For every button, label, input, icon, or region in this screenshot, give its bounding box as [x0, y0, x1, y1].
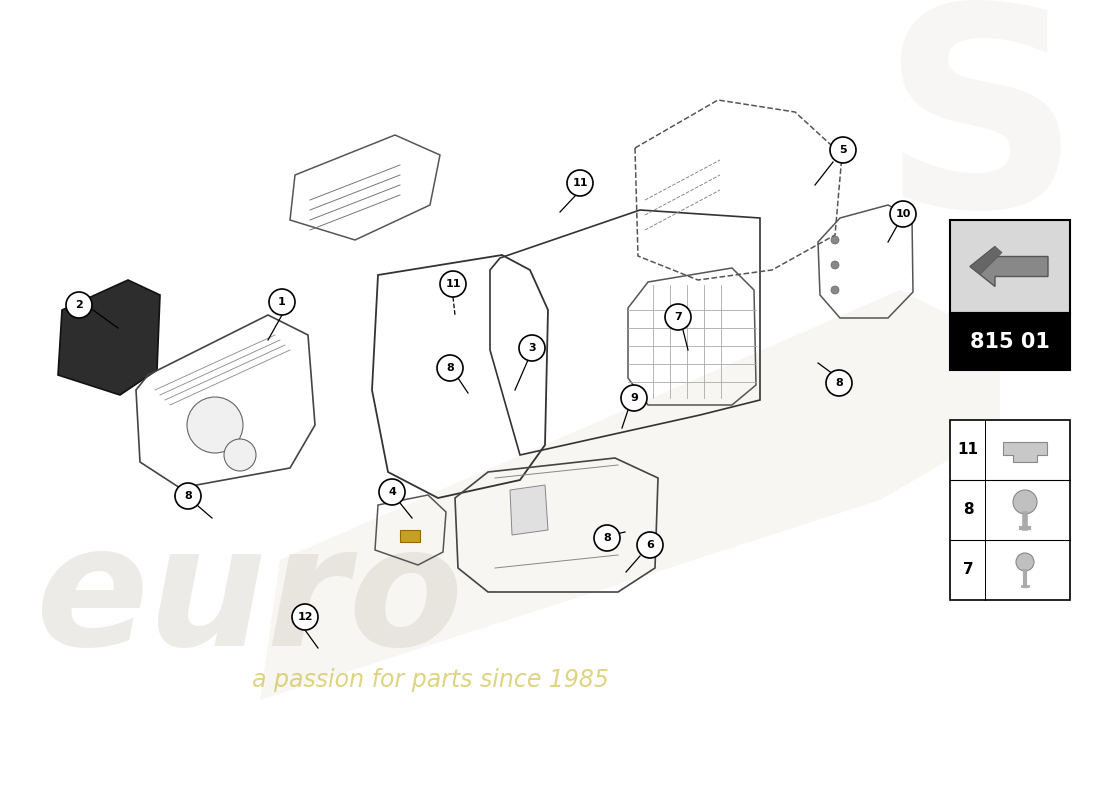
Text: a passion for parts since 1985: a passion for parts since 1985 — [252, 668, 608, 692]
Bar — [950, 313, 1070, 370]
Circle shape — [830, 137, 856, 163]
Text: 4: 4 — [388, 487, 396, 497]
Text: 11: 11 — [446, 279, 461, 289]
Polygon shape — [970, 246, 1048, 286]
Circle shape — [224, 439, 256, 471]
Text: 10: 10 — [895, 209, 911, 219]
Circle shape — [830, 286, 839, 294]
Circle shape — [187, 397, 243, 453]
Circle shape — [637, 532, 663, 558]
Circle shape — [621, 385, 647, 411]
Bar — [400, 530, 420, 542]
Text: 8: 8 — [184, 491, 191, 501]
Text: 8: 8 — [603, 533, 611, 543]
Text: 11: 11 — [957, 442, 979, 458]
Text: 8: 8 — [447, 363, 454, 373]
Text: 11: 11 — [572, 178, 587, 188]
Circle shape — [292, 604, 318, 630]
Bar — [950, 220, 1070, 313]
Circle shape — [175, 483, 201, 509]
Circle shape — [437, 355, 463, 381]
Circle shape — [440, 271, 466, 297]
Text: 3: 3 — [528, 343, 536, 353]
Circle shape — [890, 201, 916, 227]
Bar — [950, 420, 1070, 600]
Circle shape — [519, 335, 544, 361]
Text: 1: 1 — [278, 297, 286, 307]
Text: 7: 7 — [962, 562, 974, 578]
Text: 12: 12 — [297, 612, 312, 622]
Text: 8: 8 — [962, 502, 974, 518]
Text: S: S — [880, 0, 1080, 265]
Circle shape — [666, 304, 691, 330]
Polygon shape — [58, 280, 160, 395]
Circle shape — [1016, 553, 1034, 571]
Text: 815 01: 815 01 — [970, 331, 1049, 351]
Text: euro: euro — [36, 518, 464, 682]
Text: 7: 7 — [674, 312, 682, 322]
Circle shape — [594, 525, 620, 551]
Text: 6: 6 — [646, 540, 653, 550]
Circle shape — [566, 170, 593, 196]
Polygon shape — [1003, 442, 1047, 462]
Circle shape — [66, 292, 92, 318]
Polygon shape — [970, 246, 1002, 274]
Circle shape — [379, 479, 405, 505]
Text: 5: 5 — [839, 145, 847, 155]
Polygon shape — [510, 485, 548, 535]
Polygon shape — [260, 290, 1000, 700]
Circle shape — [830, 236, 839, 244]
Circle shape — [1013, 490, 1037, 514]
Circle shape — [830, 261, 839, 269]
Text: 2: 2 — [75, 300, 82, 310]
Circle shape — [826, 370, 852, 396]
Circle shape — [270, 289, 295, 315]
Text: 8: 8 — [835, 378, 843, 388]
Text: 9: 9 — [630, 393, 638, 403]
